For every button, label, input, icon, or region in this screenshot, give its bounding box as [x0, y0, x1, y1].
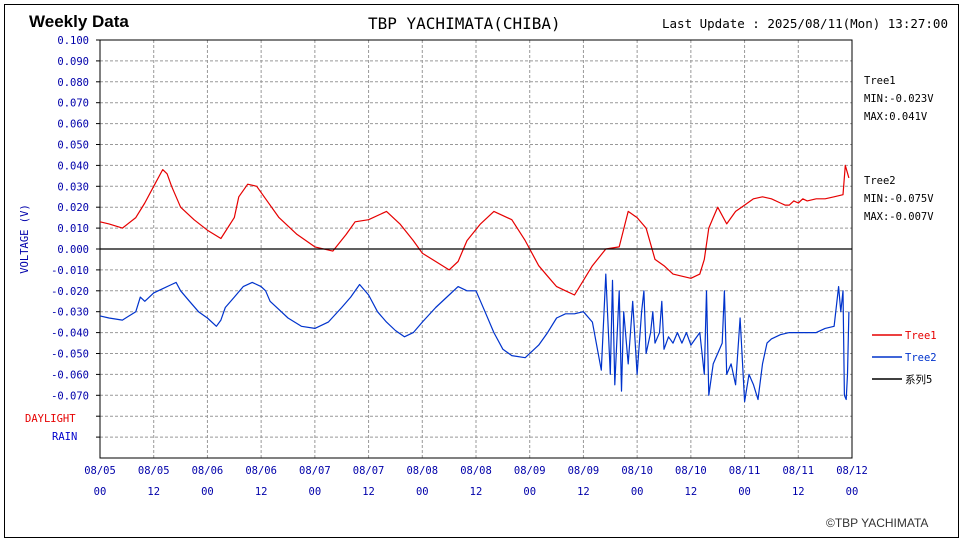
- y-tick-label: 0.080: [57, 77, 89, 89]
- legend-label: 系列5: [905, 373, 932, 386]
- x-tick-hour: 12: [685, 486, 698, 498]
- x-tick-date: 08/09: [568, 465, 600, 477]
- station-title: TBP YACHIMATA(CHIBA): [368, 14, 561, 33]
- stats-min: MIN:-0.075V: [864, 193, 934, 205]
- series-stats: Tree1 MIN:-0.023V MAX:0.041V Tree2 MIN:-0.07…: [864, 75, 934, 223]
- x-tick-hour: 00: [631, 486, 644, 498]
- legend: Tree1 Tree2 系列5: [872, 330, 937, 386]
- x-tick-hour: 00: [201, 486, 214, 498]
- y-tick-label: 0.090: [57, 56, 89, 68]
- y-axis-label: VOLTAGE (V): [19, 204, 31, 274]
- y-tick-label: 0.060: [57, 119, 89, 131]
- legend-label: Tree1: [905, 330, 937, 342]
- x-tick-date: 08/10: [621, 465, 653, 477]
- series-lines: [99, 164, 852, 403]
- x-tick-date: 08/09: [514, 465, 546, 477]
- series-line-2: [99, 273, 850, 403]
- x-tick-hour: 12: [577, 486, 590, 498]
- x-tick-date: 08/05: [84, 465, 116, 477]
- x-tick-hour: 00: [846, 486, 859, 498]
- y-tick-label: -0.030: [51, 307, 89, 319]
- y-tick-label: 0.050: [57, 140, 89, 152]
- y-tick-label: 0.000: [57, 244, 89, 256]
- page-title: Weekly Data: [29, 12, 129, 31]
- y-tick-label: -0.050: [51, 349, 89, 361]
- stats-max: MAX:0.041V: [864, 111, 928, 123]
- x-tick-date: 08/08: [406, 465, 438, 477]
- legend-label: Tree2: [905, 352, 937, 364]
- x-tick-hour: 00: [309, 486, 322, 498]
- x-tick-hour: 00: [523, 486, 536, 498]
- y-tick-label: 0.100: [57, 35, 89, 47]
- x-tick-date: 08/11: [782, 465, 814, 477]
- x-tick-hour: 12: [147, 486, 160, 498]
- x-tick-hour: 00: [94, 486, 107, 498]
- x-tick-date: 08/07: [353, 465, 385, 477]
- x-tick-date: 08/12: [836, 465, 868, 477]
- x-tick-date: 08/06: [245, 465, 277, 477]
- y-tick-label: -0.070: [51, 390, 89, 402]
- stats-min: MIN:-0.023V: [864, 93, 934, 105]
- y-tick-label: 0.030: [57, 181, 89, 193]
- y-tick-label: -0.060: [51, 369, 89, 381]
- series-line-1: [99, 164, 850, 296]
- x-tick-date: 08/10: [675, 465, 707, 477]
- last-update: Last Update : 2025/08/11(Mon) 13:27:00: [662, 16, 948, 31]
- y-tick-label: 0.040: [57, 160, 89, 172]
- x-tick-date: 08/08: [460, 465, 492, 477]
- x-tick-hour: 12: [255, 486, 268, 498]
- stats-max: MAX:-0.007V: [864, 211, 934, 223]
- rain-label: RAIN: [52, 431, 77, 443]
- x-tick-date: 08/07: [299, 465, 331, 477]
- x-tick-date: 08/05: [138, 465, 170, 477]
- x-tick-hour: 12: [362, 486, 375, 498]
- y-tick-label: -0.020: [51, 286, 89, 298]
- x-tick-hour: 00: [738, 486, 751, 498]
- x-tick-hour: 12: [470, 486, 483, 498]
- tick-labels: 0.100 0.090 0.080 0.070 0.060 0.050 0.040 0.030…: [19, 35, 868, 498]
- chart-frame: [4, 4, 959, 538]
- y-tick-label: -0.010: [51, 265, 89, 277]
- y-tick-label: -0.040: [51, 328, 89, 340]
- x-tick-hour: 00: [416, 486, 429, 498]
- y-tick-label: 0.020: [57, 202, 89, 214]
- x-tick-date: 08/11: [729, 465, 761, 477]
- x-tick-date: 08/06: [192, 465, 224, 477]
- stats-series-name: Tree2: [864, 175, 896, 187]
- y-tick-label: 0.010: [57, 223, 89, 235]
- y-tick-label: 0.070: [57, 98, 89, 110]
- copyright: ©TBP YACHIMATA: [826, 516, 929, 530]
- daylight-label: DAYLIGHT: [25, 413, 76, 425]
- x-tick-hour: 12: [792, 486, 805, 498]
- stats-series-name: Tree1: [864, 75, 896, 87]
